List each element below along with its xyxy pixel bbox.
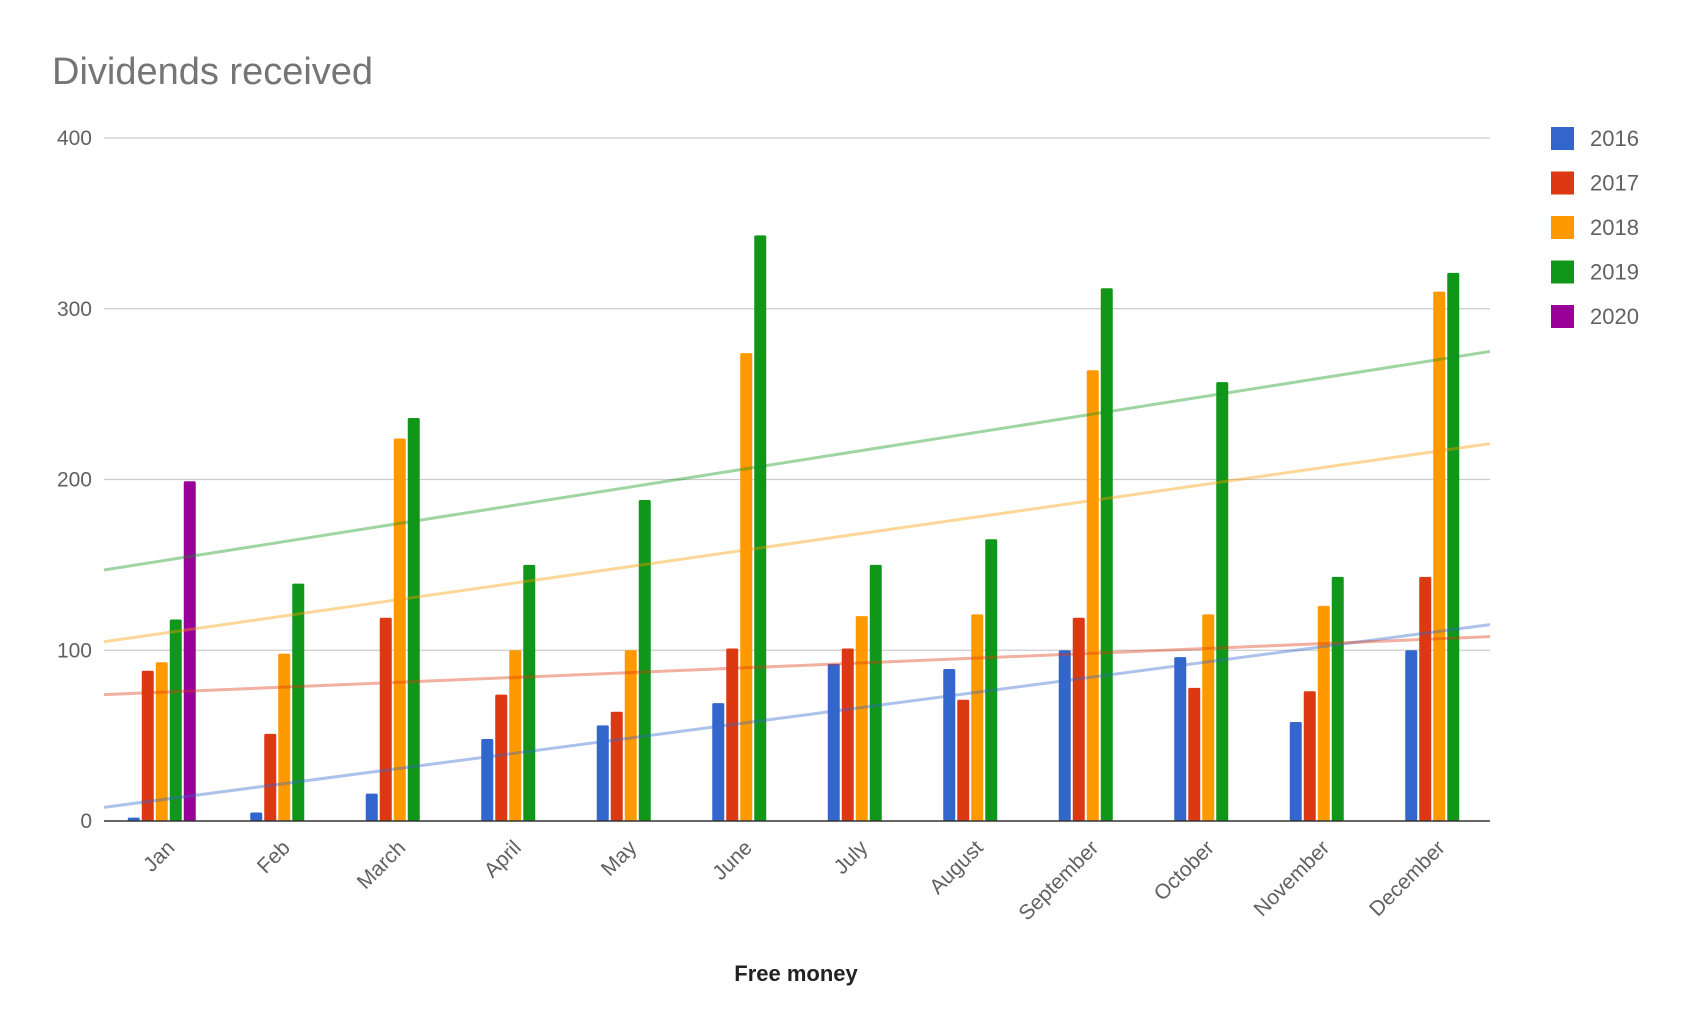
x-tick-label: May [597, 836, 642, 881]
gridlines [104, 137, 1490, 651]
y-tick-label: 300 [57, 298, 92, 321]
bar-2018-June [740, 353, 753, 821]
x-tick-label: Jan [139, 836, 179, 876]
bar-2017-Jan [141, 670, 154, 821]
y-tick-label: 200 [57, 469, 92, 492]
bar-2019-April [523, 564, 536, 821]
legend-swatch-2020 [1551, 305, 1574, 328]
bar-2018-July [855, 616, 868, 821]
trendline-2017 [103, 635, 1491, 697]
bar-2016-September [1058, 650, 1071, 821]
bar-2016-April [481, 739, 494, 821]
bar-2016-October [1174, 657, 1187, 821]
bar-2016-August [943, 669, 956, 821]
x-tick-label: June [708, 836, 756, 884]
bar-2019-November [1331, 576, 1344, 821]
x-axis-ticks: Jan Feb March April May June July August Septemb… [139, 836, 1450, 925]
legend-label: 2019 [1590, 260, 1639, 285]
bar-2017-May [610, 711, 623, 821]
legend-swatch-2017 [1551, 171, 1574, 195]
bar-2016-Feb [250, 812, 263, 821]
bars [127, 235, 1460, 822]
x-tick-label: September [1014, 836, 1103, 925]
bar-2018-April [509, 650, 522, 821]
bar-2019-October [1216, 382, 1229, 821]
x-tick-label: April [480, 836, 526, 882]
legend-label: 2016 [1590, 126, 1639, 151]
bar-2018-March [393, 438, 406, 821]
x-tick-label: November [1250, 836, 1335, 921]
bar-2016-June [712, 703, 725, 821]
y-tick-label: 0 [80, 810, 92, 833]
bar-2016-May [596, 725, 609, 821]
trendline-2018 [103, 442, 1491, 644]
bar-2020-Jan [183, 481, 196, 821]
bar-2018-December [1433, 291, 1446, 821]
bar-2017-September [1072, 617, 1085, 821]
bar-2017-Feb [264, 733, 277, 821]
bar-2016-December [1405, 650, 1418, 821]
legend: 2016 2017 2018 2019 2020 [1551, 126, 1639, 329]
bar-2017-March [379, 617, 392, 821]
bar-2017-December [1419, 576, 1432, 821]
bar-2019-December [1447, 272, 1460, 822]
legend-label: 2020 [1590, 304, 1639, 329]
legend-label: 2018 [1590, 215, 1639, 240]
x-tick-label: March [353, 836, 411, 894]
x-tick-label: August [925, 836, 988, 899]
bar-2016-March [365, 793, 378, 821]
legend-swatch-2018 [1551, 216, 1574, 239]
bar-2018-August [971, 614, 984, 821]
bar-2017-November [1303, 691, 1316, 821]
x-tick-label: July [830, 836, 873, 879]
bar-2018-October [1202, 614, 1215, 821]
bar-2019-September [1100, 288, 1113, 821]
bar-2016-November [1289, 721, 1302, 821]
bar-2018-September [1086, 370, 1099, 821]
x-tick-label: December [1365, 836, 1450, 921]
legend-swatch-2016 [1551, 127, 1574, 150]
bar-2019-June [754, 235, 767, 821]
chart-title: Dividends received [52, 51, 373, 93]
trendlines [103, 349, 1491, 809]
legend-swatch-2019 [1551, 260, 1574, 284]
bar-2019-May [638, 499, 651, 821]
bar-2019-August [985, 539, 998, 821]
x-axis-label: Free money [734, 961, 858, 986]
bar-2018-Feb [278, 653, 291, 821]
y-tick-label: 400 [57, 127, 92, 150]
bar-2018-Jan [155, 662, 168, 821]
bar-2017-July [841, 648, 854, 821]
bar-2019-Feb [292, 583, 305, 821]
y-axis-ticks: 0 100 200 300 400 [57, 127, 92, 833]
bar-2019-Jan [169, 619, 182, 821]
bar-2017-June [726, 648, 739, 821]
bar-2016-July [827, 663, 840, 821]
bar-2019-March [407, 418, 420, 821]
trendline-2019 [103, 349, 1491, 572]
x-tick-label: Feb [253, 836, 295, 878]
x-tick-label: October [1150, 836, 1219, 905]
y-tick-label: 100 [57, 639, 92, 662]
bar-2016-Jan [127, 817, 140, 821]
bar-2018-November [1317, 605, 1330, 821]
trendline-2016 [103, 623, 1491, 809]
bar-2017-October [1188, 687, 1201, 821]
bar-2018-May [624, 650, 637, 821]
bar-2017-August [957, 699, 970, 821]
bar-2017-April [495, 694, 508, 821]
bar-2019-July [869, 564, 882, 821]
legend-label: 2017 [1590, 171, 1639, 196]
